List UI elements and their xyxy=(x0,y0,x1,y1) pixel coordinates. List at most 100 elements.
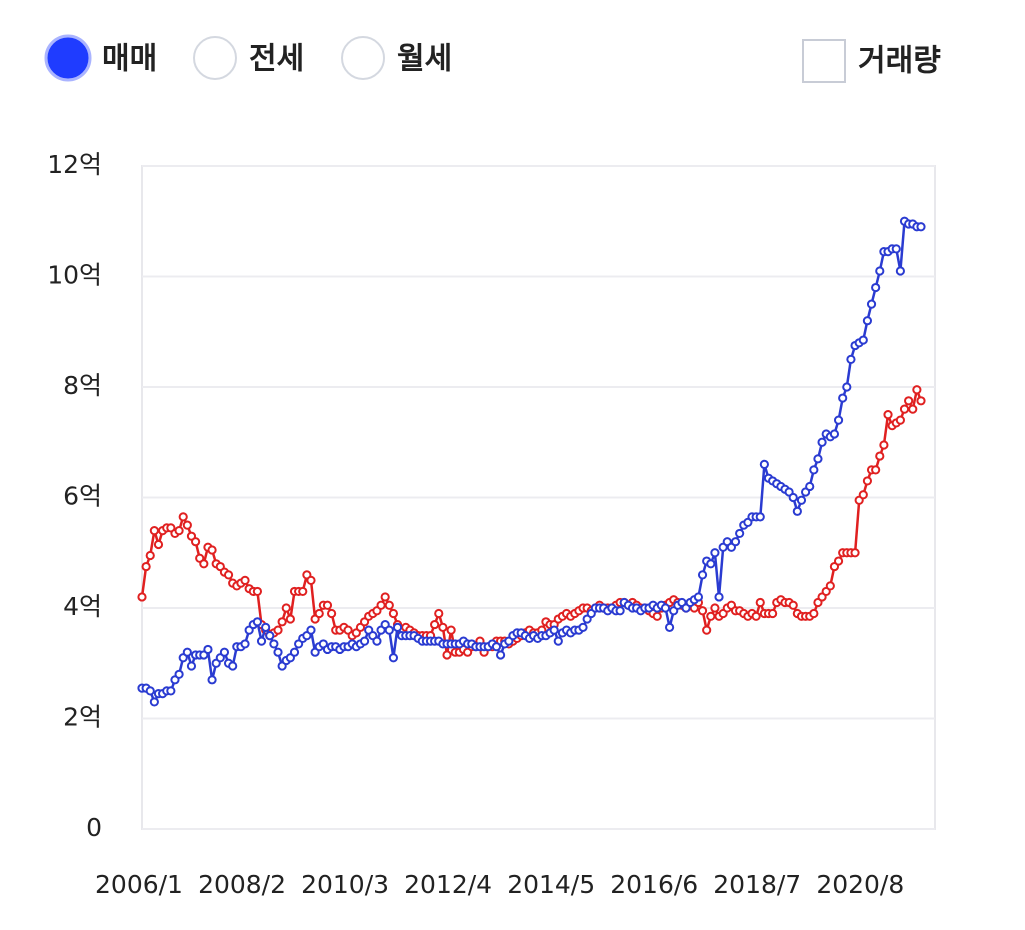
data-point xyxy=(207,675,217,685)
radio-option[interactable]: 전세 xyxy=(193,36,304,80)
data-point xyxy=(149,526,159,536)
data-point xyxy=(392,622,403,632)
data-point xyxy=(438,622,448,632)
data-point xyxy=(549,625,559,635)
data-point xyxy=(265,631,275,641)
data-point xyxy=(809,608,819,619)
data-point xyxy=(166,686,176,696)
data-point xyxy=(842,382,852,392)
data-point xyxy=(660,603,671,613)
data-point xyxy=(137,592,147,602)
data-point xyxy=(281,603,291,613)
data-point xyxy=(219,647,230,657)
data-point xyxy=(380,592,390,602)
data-point xyxy=(833,415,844,425)
data-point xyxy=(491,642,502,652)
radio-selected[interactable] xyxy=(44,34,92,82)
data-point xyxy=(895,266,905,276)
data-point xyxy=(306,575,316,585)
data-point xyxy=(314,608,324,619)
checkbox-box[interactable] xyxy=(802,39,846,83)
data-point xyxy=(862,316,873,326)
data-point xyxy=(751,611,761,621)
data-point xyxy=(664,622,675,632)
x-tick-label: 2012/4 xyxy=(404,870,492,899)
x-tick-label: 2020/8 xyxy=(816,870,904,899)
data-point xyxy=(817,437,827,447)
data-point xyxy=(269,639,279,649)
y-tick-label: 2억 xyxy=(63,703,102,732)
data-point xyxy=(228,661,238,671)
data-point xyxy=(875,451,885,461)
data-point xyxy=(289,647,300,657)
radio-option[interactable]: 매매 xyxy=(44,34,157,82)
data-point xyxy=(277,617,287,627)
data-point xyxy=(149,697,159,707)
data-point xyxy=(207,545,217,555)
data-point xyxy=(916,222,926,232)
data-point xyxy=(326,608,337,619)
data-point xyxy=(833,556,844,566)
data-point xyxy=(858,335,868,345)
data-point xyxy=(735,528,745,539)
data-point xyxy=(182,647,192,657)
data-point xyxy=(858,490,868,500)
data-point xyxy=(174,669,184,679)
y-tick-label: 12억 xyxy=(47,150,102,179)
checkbox-label[interactable]: 거래량 xyxy=(858,44,941,79)
x-tick-label: 2018/7 xyxy=(713,870,801,899)
data-point xyxy=(706,559,716,569)
data-point xyxy=(829,429,840,439)
data-point xyxy=(838,393,848,403)
data-point xyxy=(240,639,250,649)
radio-option[interactable]: 월세 xyxy=(341,36,452,80)
data-point xyxy=(809,465,819,475)
data-point xyxy=(495,650,506,660)
y-tick-label: 0 xyxy=(86,813,102,842)
data-point xyxy=(434,608,444,619)
data-point xyxy=(376,600,386,610)
data-point xyxy=(796,495,807,505)
data-point xyxy=(553,636,563,646)
data-point xyxy=(912,385,922,395)
data-point xyxy=(285,614,295,624)
radio-label[interactable]: 전세 xyxy=(249,42,304,77)
data-point xyxy=(578,622,588,632)
data-point xyxy=(240,575,250,585)
data-point xyxy=(714,592,724,602)
data-point xyxy=(145,686,155,696)
data-point xyxy=(813,454,823,464)
x-tick-label: 2006/1 xyxy=(95,870,183,899)
data-point xyxy=(298,586,308,597)
checkbox[interactable]: 거래량 xyxy=(802,39,941,83)
y-tick-label: 6억 xyxy=(63,482,102,511)
data-point xyxy=(203,644,213,655)
data-point xyxy=(388,608,399,619)
data-point xyxy=(879,440,889,450)
data-point xyxy=(871,282,881,293)
radio[interactable] xyxy=(193,36,237,80)
data-point xyxy=(615,606,625,616)
data-point xyxy=(252,617,263,627)
data-point xyxy=(916,396,926,406)
data-point xyxy=(730,537,741,547)
data-point xyxy=(252,586,263,597)
data-point xyxy=(846,354,856,364)
data-point xyxy=(875,266,885,276)
data-point xyxy=(652,611,662,621)
radio[interactable] xyxy=(341,36,385,80)
data-point xyxy=(697,606,708,616)
data-point xyxy=(768,608,778,619)
data-point xyxy=(850,548,860,558)
data-point xyxy=(384,625,394,635)
data-point xyxy=(755,597,765,608)
data-point xyxy=(178,512,188,522)
data-point xyxy=(372,636,382,646)
data-point xyxy=(182,520,192,530)
radio-label[interactable]: 월세 xyxy=(397,42,452,77)
radio-label[interactable]: 매매 xyxy=(102,42,157,77)
data-point xyxy=(702,625,712,635)
data-point xyxy=(174,526,184,536)
data-point xyxy=(186,661,197,671)
